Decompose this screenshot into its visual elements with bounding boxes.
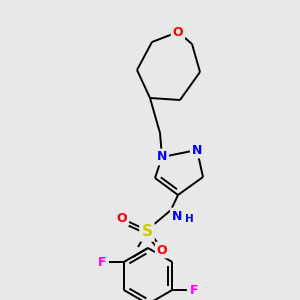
Text: N: N	[157, 151, 167, 164]
Text: O: O	[173, 26, 183, 38]
Text: F: F	[98, 256, 106, 268]
Text: S: S	[142, 224, 152, 239]
Text: F: F	[190, 284, 199, 296]
Text: O: O	[117, 212, 127, 224]
Text: N: N	[192, 143, 202, 157]
Text: N: N	[172, 209, 182, 223]
Text: O: O	[157, 244, 167, 256]
Text: H: H	[185, 214, 194, 224]
